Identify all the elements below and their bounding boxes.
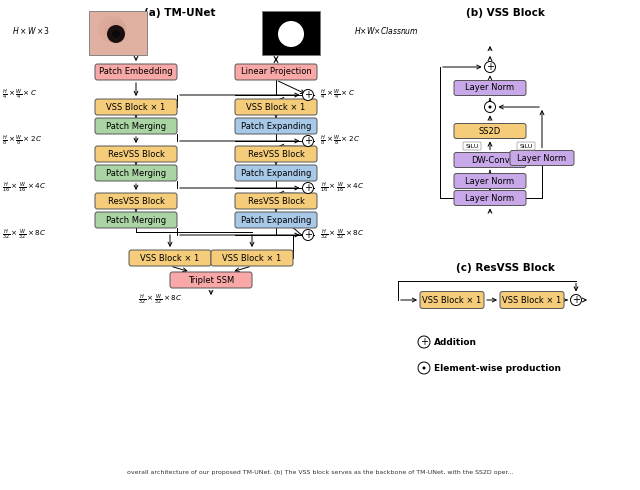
Text: Patch Expanding: Patch Expanding bbox=[241, 122, 311, 130]
Text: $\frac{H}{32} \times \frac{W}{32} \times 8C$: $\frac{H}{32} \times \frac{W}{32} \times… bbox=[2, 228, 46, 242]
FancyBboxPatch shape bbox=[420, 292, 484, 309]
Text: $\frac{H}{16} \times \frac{W}{16} \times 4C$: $\frac{H}{16} \times \frac{W}{16} \times… bbox=[2, 181, 46, 195]
Text: $H{\times}W{\times}Classnum$: $H{\times}W{\times}Classnum$ bbox=[354, 24, 419, 35]
FancyBboxPatch shape bbox=[463, 142, 481, 150]
Circle shape bbox=[484, 101, 495, 113]
FancyBboxPatch shape bbox=[454, 173, 526, 189]
Text: Triplet SSM: Triplet SSM bbox=[188, 275, 234, 285]
Text: SiLU: SiLU bbox=[465, 144, 479, 148]
FancyBboxPatch shape bbox=[170, 272, 252, 288]
Circle shape bbox=[112, 30, 120, 38]
Text: $\frac{H}{8} \times \frac{W}{8} \times 2C$: $\frac{H}{8} \times \frac{W}{8} \times 2… bbox=[320, 134, 360, 148]
FancyBboxPatch shape bbox=[235, 99, 317, 115]
Text: $\frac{H}{32} \times \frac{W}{32} \times 8C$: $\frac{H}{32} \times \frac{W}{32} \times… bbox=[138, 293, 182, 307]
Circle shape bbox=[107, 25, 125, 43]
FancyBboxPatch shape bbox=[95, 99, 177, 115]
Text: VSS Block × 1: VSS Block × 1 bbox=[422, 295, 482, 304]
Circle shape bbox=[303, 229, 314, 241]
Circle shape bbox=[303, 182, 314, 194]
Text: +: + bbox=[304, 90, 312, 100]
Circle shape bbox=[418, 336, 430, 348]
FancyBboxPatch shape bbox=[500, 292, 564, 309]
Text: VSS Block × 1: VSS Block × 1 bbox=[222, 253, 282, 263]
Circle shape bbox=[484, 62, 495, 73]
FancyBboxPatch shape bbox=[129, 250, 211, 266]
Text: Layer Norm: Layer Norm bbox=[517, 153, 566, 163]
Text: Element-wise production: Element-wise production bbox=[434, 364, 561, 372]
Text: +: + bbox=[304, 136, 312, 146]
FancyBboxPatch shape bbox=[95, 146, 177, 162]
Text: SS2D: SS2D bbox=[479, 126, 501, 136]
Text: Patch Merging: Patch Merging bbox=[106, 122, 166, 130]
FancyBboxPatch shape bbox=[89, 11, 147, 55]
Text: ResVSS Block: ResVSS Block bbox=[248, 196, 305, 205]
Text: (a) TM-UNet: (a) TM-UNet bbox=[144, 8, 216, 18]
Text: $\frac{H}{4} \times \frac{W}{4} \times C$: $\frac{H}{4} \times \frac{W}{4} \times C… bbox=[2, 88, 38, 102]
FancyBboxPatch shape bbox=[95, 165, 177, 181]
Circle shape bbox=[570, 294, 582, 305]
Text: ResVSS Block: ResVSS Block bbox=[108, 196, 164, 205]
FancyBboxPatch shape bbox=[235, 193, 317, 209]
Circle shape bbox=[488, 105, 492, 108]
FancyBboxPatch shape bbox=[454, 152, 526, 168]
FancyBboxPatch shape bbox=[95, 193, 177, 209]
Circle shape bbox=[303, 90, 314, 100]
Text: $\frac{H}{32} \times \frac{W}{32} \times 8C$: $\frac{H}{32} \times \frac{W}{32} \times… bbox=[320, 228, 364, 242]
Text: VSS Block × 1: VSS Block × 1 bbox=[106, 102, 166, 112]
Text: +: + bbox=[420, 337, 428, 347]
Text: +: + bbox=[304, 230, 312, 240]
FancyBboxPatch shape bbox=[211, 250, 293, 266]
Text: (c) ResVSS Block: (c) ResVSS Block bbox=[456, 263, 554, 273]
FancyBboxPatch shape bbox=[235, 212, 317, 228]
Text: Patch Embedding: Patch Embedding bbox=[99, 68, 173, 76]
FancyBboxPatch shape bbox=[454, 80, 526, 96]
Circle shape bbox=[98, 15, 126, 43]
Text: VSS Block × 1: VSS Block × 1 bbox=[246, 102, 306, 112]
Text: ResVSS Block: ResVSS Block bbox=[108, 149, 164, 158]
FancyBboxPatch shape bbox=[235, 165, 317, 181]
Circle shape bbox=[422, 367, 426, 369]
FancyBboxPatch shape bbox=[454, 123, 526, 139]
FancyBboxPatch shape bbox=[235, 64, 317, 80]
Circle shape bbox=[418, 362, 430, 374]
Text: +: + bbox=[304, 183, 312, 193]
FancyBboxPatch shape bbox=[262, 11, 320, 55]
Text: +: + bbox=[572, 295, 580, 305]
FancyBboxPatch shape bbox=[454, 191, 526, 205]
Text: Layer Norm: Layer Norm bbox=[465, 83, 515, 93]
Text: overall architecture of our proposed TM-UNet. (b) The VSS block serves as the ba: overall architecture of our proposed TM-… bbox=[127, 469, 513, 474]
FancyBboxPatch shape bbox=[235, 118, 317, 134]
Circle shape bbox=[303, 136, 314, 147]
Circle shape bbox=[104, 18, 126, 40]
Text: SiLU: SiLU bbox=[519, 144, 532, 148]
FancyBboxPatch shape bbox=[517, 142, 535, 150]
Text: Layer Norm: Layer Norm bbox=[465, 194, 515, 202]
Text: Patch Merging: Patch Merging bbox=[106, 169, 166, 177]
Text: (b) VSS Block: (b) VSS Block bbox=[465, 8, 545, 18]
Text: Patch Expanding: Patch Expanding bbox=[241, 216, 311, 224]
Text: $\frac{H}{16} \times \frac{W}{16} \times 4C$: $\frac{H}{16} \times \frac{W}{16} \times… bbox=[320, 181, 364, 195]
Text: $H \times W \times 3$: $H \times W \times 3$ bbox=[12, 24, 51, 35]
Text: Layer Norm: Layer Norm bbox=[465, 176, 515, 186]
Text: Addition: Addition bbox=[434, 338, 477, 346]
Text: DW-Conv: DW-Conv bbox=[470, 155, 509, 165]
Text: $\frac{H}{8} \times \frac{W}{8} \times 2C$: $\frac{H}{8} \times \frac{W}{8} \times 2… bbox=[2, 134, 42, 148]
FancyBboxPatch shape bbox=[95, 212, 177, 228]
Circle shape bbox=[110, 21, 126, 37]
Text: +: + bbox=[486, 62, 494, 72]
FancyBboxPatch shape bbox=[235, 146, 317, 162]
FancyBboxPatch shape bbox=[95, 64, 177, 80]
Text: Patch Expanding: Patch Expanding bbox=[241, 169, 311, 177]
Text: $\frac{H}{4} \times \frac{W}{4} \times C$: $\frac{H}{4} \times \frac{W}{4} \times C… bbox=[320, 88, 355, 102]
Text: ResVSS Block: ResVSS Block bbox=[248, 149, 305, 158]
Text: VSS Block × 1: VSS Block × 1 bbox=[140, 253, 200, 263]
Circle shape bbox=[278, 21, 304, 47]
Text: Linear Projection: Linear Projection bbox=[241, 68, 312, 76]
Text: VSS Block × 1: VSS Block × 1 bbox=[502, 295, 562, 304]
FancyBboxPatch shape bbox=[510, 150, 574, 166]
FancyBboxPatch shape bbox=[95, 118, 177, 134]
Text: Patch Merging: Patch Merging bbox=[106, 216, 166, 224]
